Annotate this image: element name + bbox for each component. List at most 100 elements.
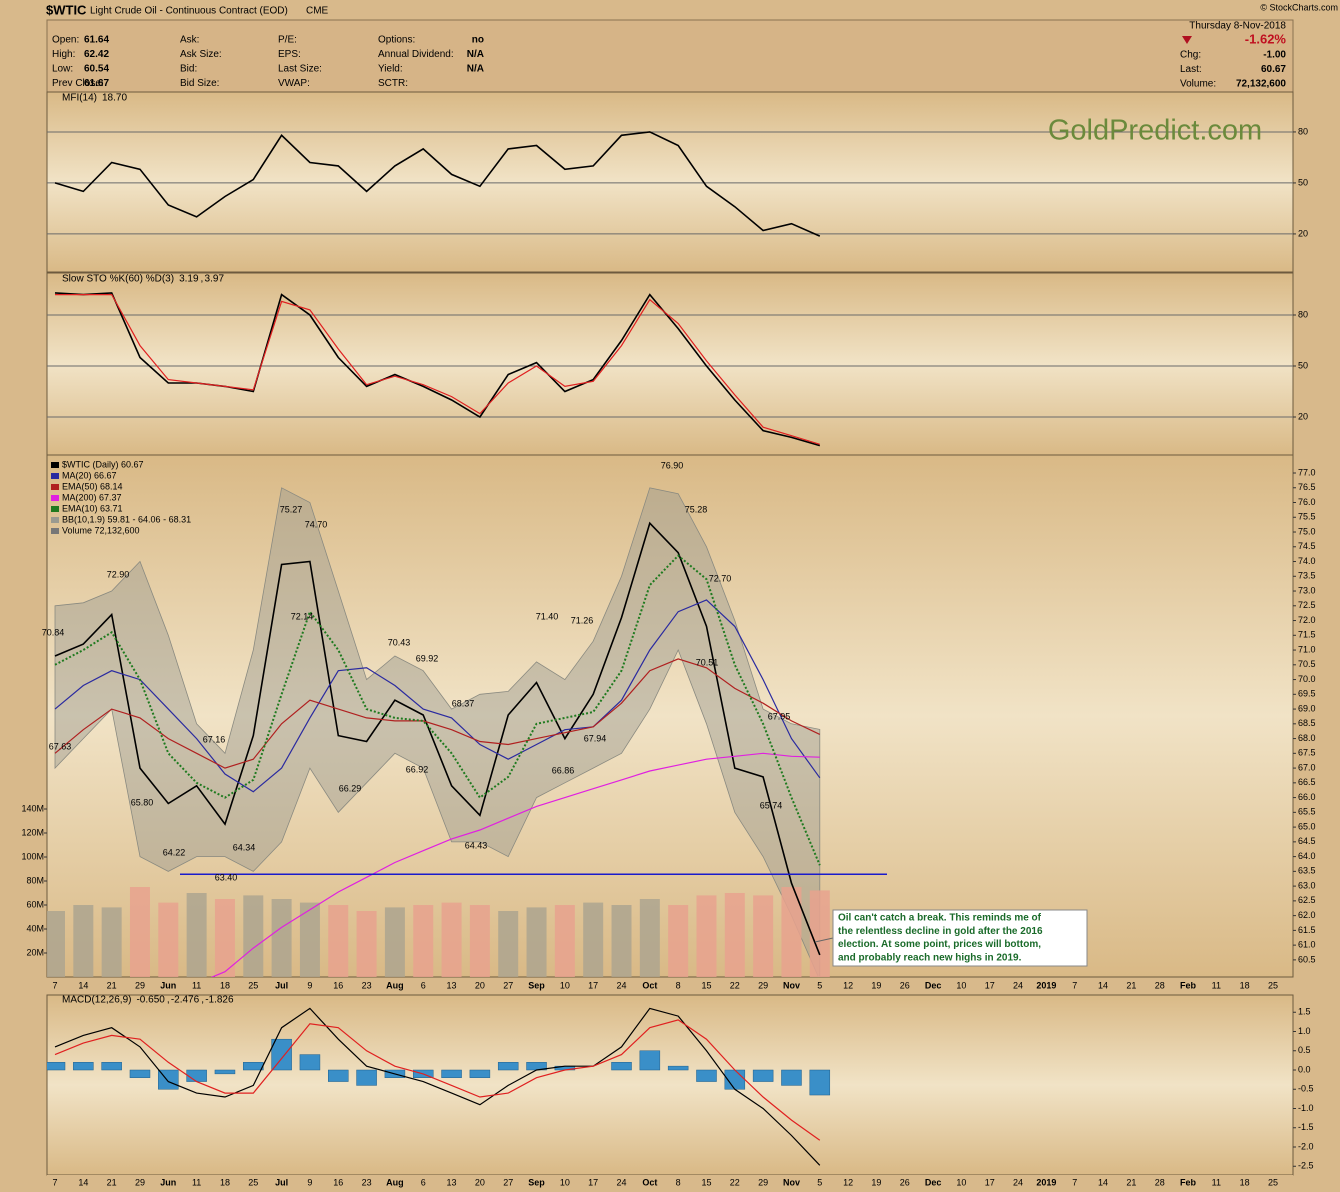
y-tick-label: 60.5 — [1298, 954, 1316, 964]
note-pointer — [814, 937, 834, 943]
y-tick-label: -0.5 — [1298, 1084, 1314, 1094]
note-line: election. At some point, prices will bot… — [838, 939, 1041, 950]
volume-bar — [781, 887, 802, 977]
x-tick-label: 13 — [447, 980, 457, 990]
histogram-bar — [243, 1062, 264, 1071]
x-tick-label: 10 — [956, 980, 966, 990]
x-tick-label: 9 — [307, 980, 312, 990]
instrument-name: Light Crude Oil - Continuous Contract (E… — [90, 6, 288, 17]
price-annotation: 72.90 — [107, 569, 130, 579]
field-label: High: — [52, 49, 75, 60]
x-tick-label: 15 — [701, 980, 711, 990]
x-tick-label: 7 — [52, 980, 57, 990]
x-tick-label: Aug — [386, 980, 404, 990]
x-tick-label: 26 — [900, 980, 910, 990]
histogram-bar — [441, 1069, 462, 1078]
field-value: N/A — [467, 64, 484, 75]
panel — [46, 454, 1294, 978]
x-tick-label: 25 — [248, 1177, 258, 1187]
legend-swatch — [51, 517, 59, 523]
y-tick-label: 64.5 — [1298, 836, 1316, 846]
field-label: Yield: — [378, 64, 403, 75]
price-annotation: 71.40 — [536, 611, 559, 621]
price-annotation: 67.16 — [203, 734, 226, 744]
price-annotation: 75.28 — [685, 504, 708, 514]
volume-bar — [158, 902, 179, 977]
volume-tick-label: 40M — [26, 923, 44, 933]
summary-label: Chg: — [1180, 50, 1201, 61]
quote-date: Thursday 8-Nov-2018 — [1189, 21, 1286, 32]
volume-bar — [356, 911, 377, 977]
change-pct: -1.62% — [1245, 31, 1287, 46]
legend-swatch — [51, 484, 59, 490]
field-value: no — [472, 35, 484, 46]
volume-bar — [639, 899, 660, 977]
legend-entry: Volume 72,132,600 — [62, 525, 140, 535]
x-tick-label: Jul — [275, 1177, 288, 1187]
plot-area — [47, 292, 1293, 447]
bollinger-band — [54, 487, 821, 977]
x-tick-label: 29 — [758, 980, 768, 990]
volume-bar — [47, 911, 65, 977]
price-annotation: 63.40 — [215, 872, 238, 882]
current-value: -2.476 — [171, 995, 200, 1006]
y-tick-label: 80 — [1298, 126, 1308, 136]
x-tick-label: 5 — [817, 980, 822, 990]
volume-bar — [469, 905, 490, 977]
x-tick-label: 17 — [588, 980, 598, 990]
x-tick-label: 12 — [843, 980, 853, 990]
summary-label: Last: — [1180, 64, 1202, 75]
series-line — [54, 599, 821, 793]
histogram-bar — [639, 1050, 661, 1071]
current-value: -0.650 — [136, 995, 165, 1006]
x-tick-label: 8 — [676, 980, 681, 990]
series-line — [54, 521, 821, 956]
y-tick-label: 77.0 — [1298, 467, 1316, 477]
y-tick-label: 69.5 — [1298, 689, 1316, 699]
field-label: Options: — [378, 35, 415, 46]
volume-bar — [271, 899, 292, 977]
x-tick-label: 27 — [503, 1177, 513, 1187]
price-annotation: 66.92 — [406, 764, 429, 774]
x-tick-label: 13 — [447, 1177, 457, 1187]
note-line: Oil can't catch a break. This reminds me… — [838, 913, 1042, 924]
volume-tick-label: 140M — [21, 803, 44, 813]
legend-swatch — [51, 473, 59, 479]
x-tick-label: 17 — [588, 1177, 598, 1187]
quote-fields: Open: 61.64 High: 62.42 Low: 60.54 Prev Close:… — [52, 35, 1286, 90]
x-tick-label: 21 — [107, 980, 117, 990]
volume-bar — [441, 902, 462, 977]
volume-bar — [299, 902, 320, 977]
legend-swatch — [51, 495, 59, 501]
x-tick-label: Jul — [275, 980, 288, 990]
x-tick-label: 24 — [1013, 1177, 1023, 1187]
y-tick-label: 71.5 — [1298, 630, 1316, 640]
volume-tick-label: 100M — [21, 851, 44, 861]
x-tick-label: 7 — [1072, 1177, 1077, 1187]
field-label: Annual Dividend: — [378, 49, 454, 60]
legend-entry: EMA(10) 63.71 — [62, 503, 123, 513]
x-tick-label: 26 — [900, 1177, 910, 1187]
y-tick-label: 20 — [1298, 411, 1308, 421]
field-label: Ask Size: — [180, 49, 222, 60]
volume-bar — [696, 895, 717, 977]
y-tick-label: 50 — [1298, 360, 1308, 370]
y-tick-label: 75.0 — [1298, 526, 1316, 536]
price-annotation: 74.70 — [305, 519, 328, 529]
field-label: Bid Size: — [180, 78, 219, 89]
y-tick-label: 20 — [1298, 228, 1308, 238]
x-tick-label: 5 — [817, 1177, 822, 1187]
volume-bar — [384, 907, 405, 977]
histogram-bar — [73, 1062, 94, 1071]
volume-bar — [101, 907, 122, 977]
series-line — [54, 1019, 821, 1141]
watermark: GoldPredict.com — [1048, 115, 1262, 147]
x-tick-label: 10 — [560, 1177, 570, 1187]
separator: , — [167, 995, 170, 1006]
note-line: and probably reach new highs in 2019. — [838, 953, 1022, 964]
volume-bar — [526, 907, 547, 977]
price-annotation: 64.22 — [163, 847, 186, 857]
x-tick-label: 25 — [1268, 980, 1278, 990]
y-tick-label: 63.0 — [1298, 880, 1316, 890]
